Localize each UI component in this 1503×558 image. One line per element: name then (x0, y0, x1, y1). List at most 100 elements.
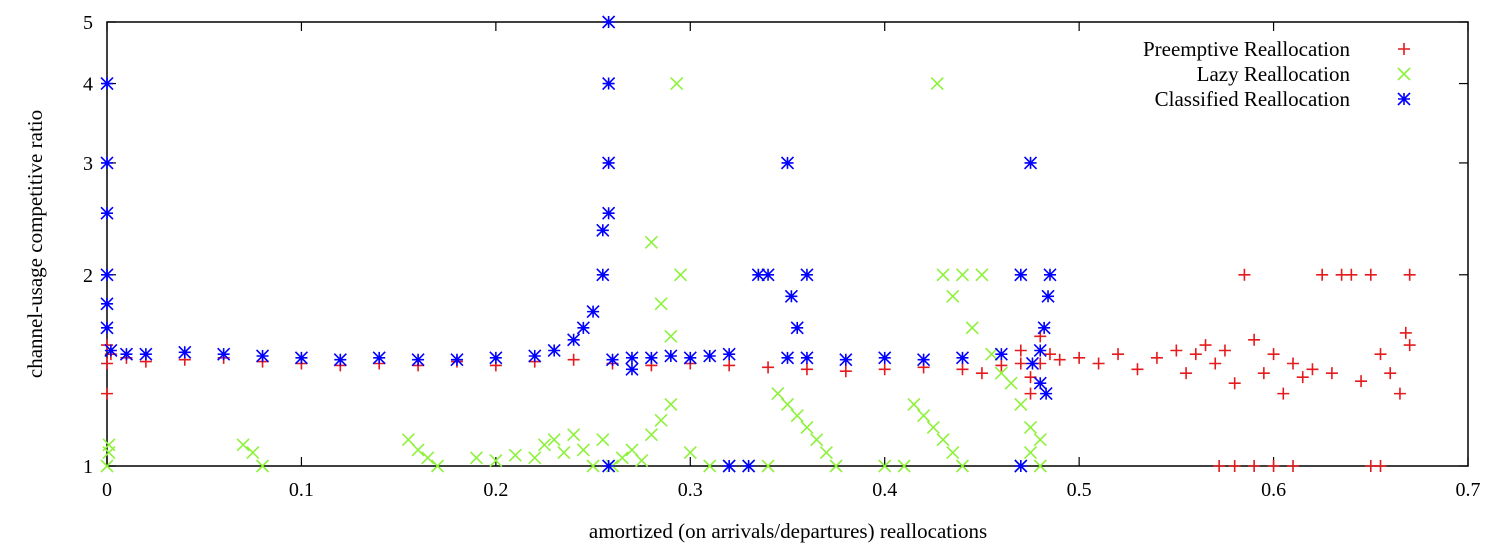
axis-ticks: 0 0.1 0.2 0.3 0.4 0.5 0.6 0.7 1 2 3 4 5 (83, 12, 1481, 501)
x-tick-label: 0.5 (1067, 479, 1092, 501)
data-point (1037, 321, 1051, 335)
data-point (557, 445, 571, 460)
y-tick-label: 3 (83, 153, 93, 175)
x-tick-label: 0.3 (678, 479, 703, 501)
data-point (1014, 357, 1027, 370)
data-point (635, 453, 649, 468)
data-point (1189, 348, 1202, 361)
data-point (917, 409, 931, 423)
data-point (751, 268, 765, 282)
data-point (1267, 460, 1280, 472)
data-point (100, 206, 114, 220)
data-point (1287, 460, 1300, 472)
x-tick-label: 0 (102, 479, 112, 501)
data-point (975, 268, 989, 282)
x-tick-label: 0.4 (872, 479, 897, 501)
data-point (975, 367, 988, 380)
data-point (1325, 367, 1338, 380)
data-point (664, 349, 678, 363)
data-point (1033, 433, 1047, 447)
data-point (469, 451, 483, 465)
data-point (1384, 367, 1397, 380)
data-point (664, 397, 678, 412)
data-point (100, 459, 114, 473)
data-point (897, 459, 911, 473)
data-point (602, 459, 616, 473)
data-point (537, 438, 552, 452)
data-point (985, 347, 999, 361)
data-point (810, 433, 824, 447)
data-point (178, 345, 192, 359)
data-point (1180, 367, 1193, 380)
data-point (104, 343, 118, 358)
data-point (1248, 333, 1261, 346)
data-point (101, 387, 113, 400)
data-point (602, 206, 616, 220)
data-point (1170, 344, 1183, 357)
data-point (1150, 351, 1163, 364)
data-point (489, 351, 503, 365)
data-point (1033, 376, 1047, 390)
data-point (800, 268, 814, 282)
data-point (800, 420, 814, 435)
data-point (411, 443, 425, 457)
data-point (1257, 367, 1270, 380)
y-tick-label: 5 (83, 12, 93, 34)
data-point (567, 353, 580, 366)
legend-marker (1397, 67, 1411, 81)
data-point (602, 76, 616, 91)
data-point (217, 347, 231, 361)
data-point (780, 351, 795, 365)
data-point (102, 438, 116, 452)
data-point (771, 387, 785, 401)
data-point (1403, 339, 1416, 352)
data-point (1228, 460, 1241, 472)
data-point (430, 459, 445, 473)
data-point (703, 349, 717, 363)
data-point (955, 351, 970, 365)
legend-label: Classified Reallocation (1155, 87, 1351, 111)
data-point (1403, 268, 1416, 281)
data-point (615, 451, 629, 465)
x-tick-label: 0.7 (1456, 479, 1481, 501)
data-point (547, 433, 561, 447)
data-point (644, 351, 658, 365)
data-point (722, 347, 736, 361)
data-point (139, 347, 153, 361)
data-point (602, 15, 616, 29)
data-point (1112, 348, 1125, 361)
data-point (1053, 353, 1066, 366)
data-point (100, 156, 114, 170)
data-point (780, 397, 795, 412)
data-point (1033, 343, 1047, 358)
data-point (762, 361, 775, 374)
data-point (421, 451, 435, 465)
data-point (907, 397, 921, 412)
data-point (1345, 268, 1358, 281)
data-point (965, 321, 979, 335)
data-point (1014, 268, 1028, 282)
data-point (625, 362, 639, 376)
data-point (567, 428, 581, 442)
data-point (955, 459, 970, 473)
series-cross (100, 76, 1047, 473)
data-point (1004, 376, 1018, 390)
data-point (780, 156, 795, 170)
data-point (722, 459, 736, 473)
data-point (528, 349, 542, 363)
data-point (1364, 268, 1377, 281)
data-point (1316, 268, 1329, 281)
legend-marker (1397, 92, 1411, 106)
data-point (596, 433, 610, 447)
data-point (1213, 460, 1226, 472)
data-point (255, 459, 270, 473)
data-point (255, 349, 270, 363)
data-point (1014, 397, 1028, 412)
data-point (294, 351, 308, 365)
data-point (1228, 377, 1241, 390)
x-axis-title: amortized (on arrivals/departures) reall… (589, 519, 987, 543)
data-point (586, 459, 600, 473)
